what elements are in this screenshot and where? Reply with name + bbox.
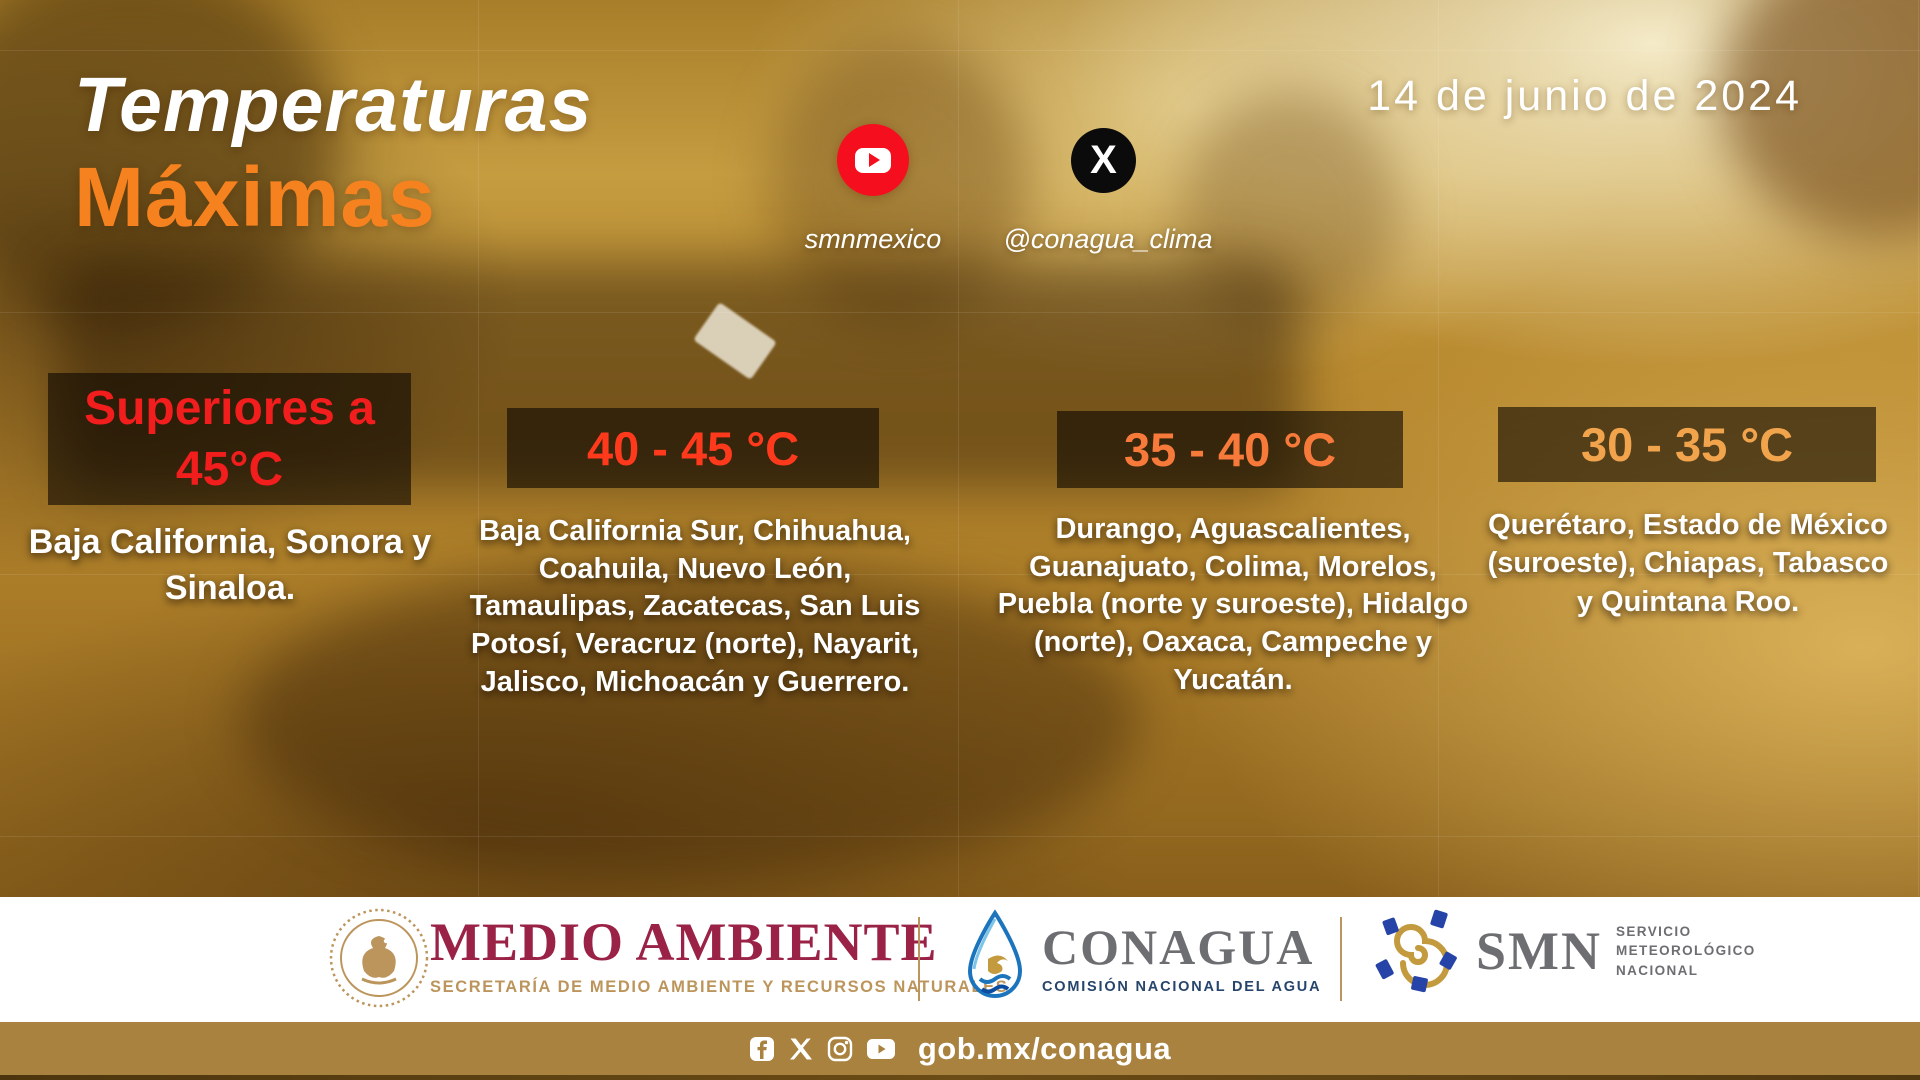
- mexico-eagle-seal-icon: [328, 907, 430, 1009]
- background-field-shadow: [240, 560, 1140, 880]
- x-twitter-icon[interactable]: X: [1071, 128, 1136, 193]
- bottom-photo-strip: [0, 1075, 1920, 1080]
- footer-logos-band: MEDIO AMBIENTE SECRETARÍA DE MEDIO AMBIE…: [0, 897, 1920, 1022]
- regions-40-45: Baja California Sur, Chihuahua, Coahuila…: [469, 515, 921, 698]
- gobmx-url[interactable]: gob.mx/conagua: [917, 1030, 1172, 1066]
- regions-35-40: Durango, Aguascalientes, Guanajuato, Col…: [997, 513, 1469, 696]
- youtube-icon[interactable]: [837, 124, 909, 196]
- conagua-title: CONAGUA: [1042, 918, 1315, 975]
- conagua-logo: CONAGUA COMISIÓN NACIONAL DEL AGUA: [964, 909, 1321, 1007]
- footer-divider: [918, 917, 920, 1001]
- temp-range-40-45: 40 - 45 °C: [507, 408, 879, 488]
- bottom-bar: gob.mx/conagua: [0, 1022, 1920, 1075]
- x-handle[interactable]: @conagua_clima: [1003, 224, 1213, 254]
- footer-divider: [1340, 917, 1342, 1001]
- conagua-drop-icon: [967, 909, 1023, 998]
- conagua-subtitle: COMISIÓN NACIONAL DEL AGUA: [1042, 978, 1322, 995]
- smn-subtitle: SERVICIO METEOROLÓGICO NACIONAL: [1616, 923, 1756, 978]
- facebook-icon[interactable]: [749, 1036, 775, 1062]
- title-line-2: Máximas: [74, 149, 436, 244]
- page-title: Temperaturas Máximas: [74, 66, 592, 240]
- temp-range-35-40: 35 - 40 °C: [1057, 411, 1403, 488]
- temp-range-30-35: 30 - 35 °C: [1498, 407, 1876, 482]
- youtube-bar-icon[interactable]: [866, 1037, 896, 1061]
- medio-ambiente-logo: MEDIO AMBIENTE SECRETARÍA DE MEDIO AMBIE…: [430, 915, 1008, 997]
- regions-superior-45: Baja California, Sonora y Sinaloa.: [28, 523, 432, 607]
- medio-ambiente-title: MEDIO AMBIENTE: [430, 912, 938, 972]
- temp-range-superior-45: Superiores a 45°C: [48, 373, 411, 505]
- youtube-play-icon: [855, 147, 891, 173]
- instagram-icon[interactable]: [827, 1036, 853, 1062]
- smn-title: SMN: [1476, 921, 1602, 981]
- medio-ambiente-subtitle: SECRETARÍA DE MEDIO AMBIENTE Y RECURSOS …: [430, 978, 1009, 996]
- title-line-1: Temperaturas: [74, 62, 593, 148]
- youtube-handle[interactable]: smnmexico: [804, 224, 942, 254]
- background-tree-blob: [1180, 90, 1400, 330]
- x-social-icon[interactable]: [788, 1036, 814, 1062]
- date-label: 14 de junio de 2024: [1367, 72, 1802, 120]
- smn-logo: SMN SERVICIO METEOROLÓGICO NACIONAL: [1372, 905, 1756, 997]
- regions-30-35: Querétaro, Estado de México (suroeste), …: [1487, 509, 1889, 618]
- smn-spiral-icon: [1375, 909, 1457, 993]
